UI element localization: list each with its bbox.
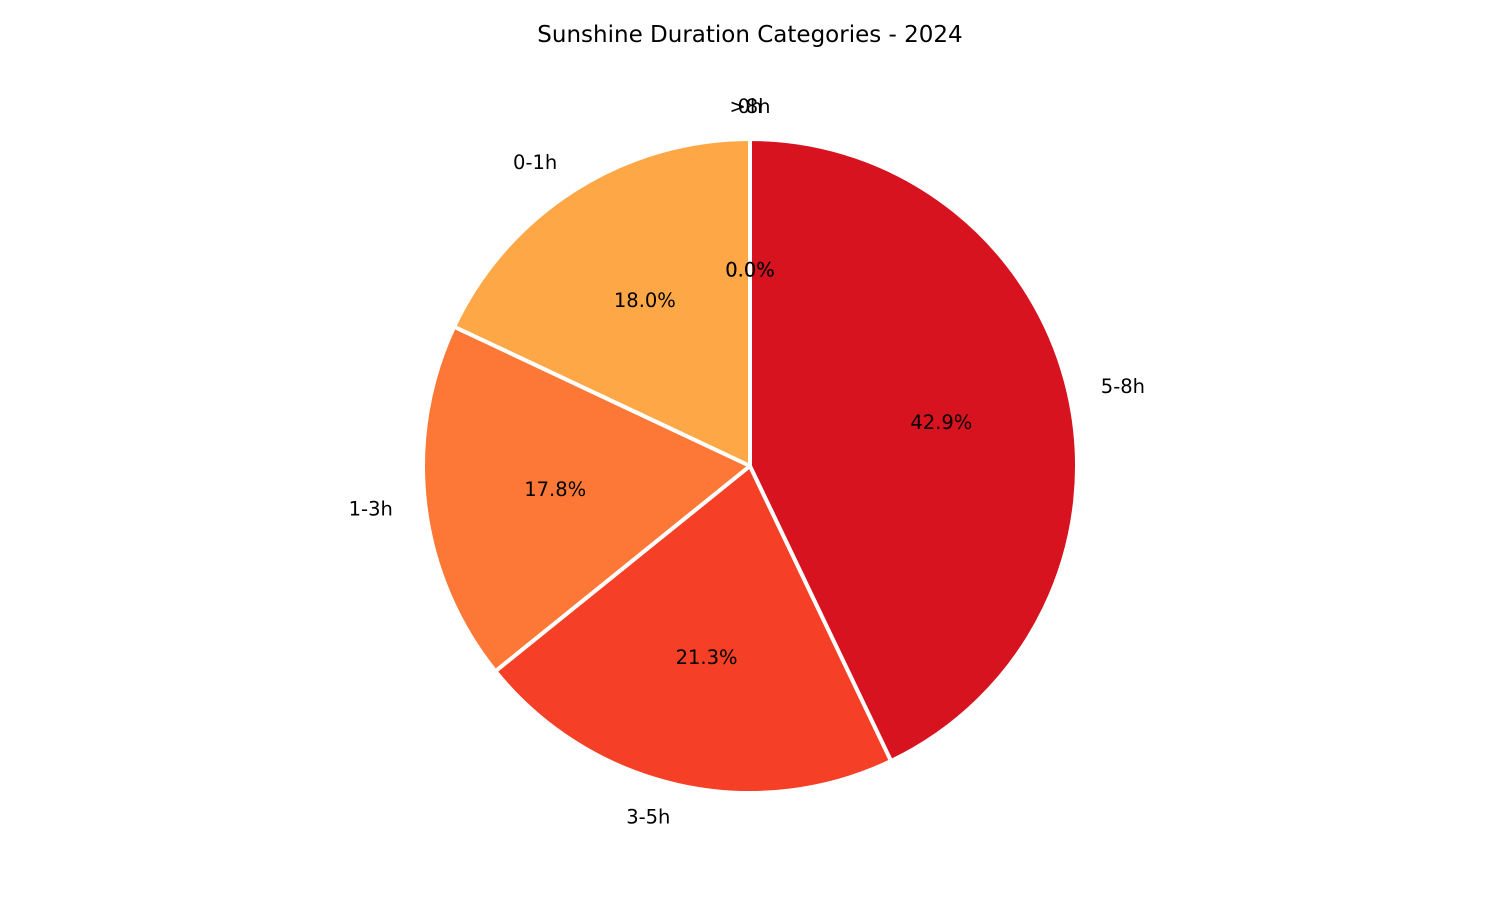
pie-slice-5-8h bbox=[748, 137, 1079, 763]
slice-label-0-1h: 0-1h bbox=[513, 151, 557, 174]
pie-slices bbox=[421, 137, 1079, 796]
pie-slice-3-5h bbox=[493, 464, 894, 796]
slice-label-0h: 0h bbox=[738, 95, 763, 118]
slice-percent-1-3h: 17.8% bbox=[524, 478, 586, 501]
slice-percent-over-8h: 0.0% bbox=[725, 258, 775, 281]
slice-label-3-5h: 3-5h bbox=[626, 805, 670, 828]
pie-slice-0-1h bbox=[452, 137, 752, 468]
pie-labels: 0h 0.0% 0-1h 18.0% 1-3h 17.8% 3-5h 21.3% 5-8h 42.… bbox=[349, 95, 1145, 828]
slice-percent-5-8h: 42.9% bbox=[910, 411, 972, 434]
slice-percent-0-1h: 18.0% bbox=[614, 289, 676, 312]
pie-slice-1-3h bbox=[421, 324, 752, 674]
slice-percent-3-5h: 21.3% bbox=[676, 646, 738, 669]
chart-title: Sunshine Duration Categories - 2024 bbox=[537, 22, 962, 48]
slice-label-5-8h: 5-8h bbox=[1101, 375, 1145, 398]
slice-label-1-3h: 1-3h bbox=[349, 497, 393, 520]
slice-label-over-8h: >8h bbox=[729, 95, 770, 118]
slice-percent-0h: 0.0% bbox=[725, 258, 775, 281]
